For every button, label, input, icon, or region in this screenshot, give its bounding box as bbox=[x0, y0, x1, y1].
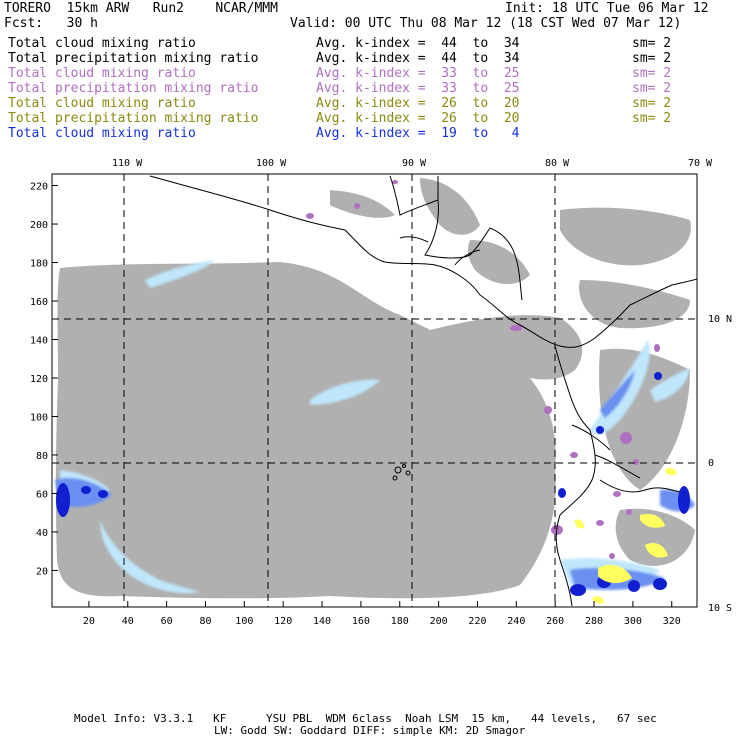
legend-field-7: Total cloud mixing ratio bbox=[8, 126, 196, 141]
y-tick-label: 160 bbox=[30, 297, 48, 308]
y-tick-label: 200 bbox=[30, 220, 48, 231]
x-tick-label: 160 bbox=[352, 616, 370, 627]
legend-field-1: Total cloud mixing ratio bbox=[8, 36, 196, 51]
y-tick-label: 100 bbox=[30, 412, 48, 423]
forecast-hour: Fcst: 30 h bbox=[4, 16, 98, 31]
y-axis-ticks: 20 40 60 80 100 120 140 160 180 200 220 bbox=[30, 182, 58, 577]
legend-field-3: Total cloud mixing ratio bbox=[8, 66, 196, 81]
legend-kindex-4: Avg. k-index = 33 to 25 bbox=[316, 81, 520, 96]
y-tick-label: 40 bbox=[36, 528, 48, 539]
x-tick-label: 120 bbox=[274, 616, 292, 627]
model-info-line2: LW: Godd SW: Goddard DIFF: simple KM: 2D… bbox=[214, 724, 526, 737]
x-tick-label: 320 bbox=[663, 616, 681, 627]
lat-label-10n: 10 N bbox=[708, 314, 732, 325]
legend-kindex-3: Avg. k-index = 33 to 25 bbox=[316, 66, 520, 81]
legend-sm-3: sm= 2 bbox=[632, 66, 672, 81]
lon-label-70w: 70 W bbox=[688, 158, 713, 169]
legend-field-2: Total precipitation mixing ratio bbox=[8, 51, 259, 66]
yellow-cloud-field bbox=[574, 467, 677, 604]
lon-label-100w: 100 W bbox=[256, 158, 287, 169]
legend-kindex-7: Avg. k-index = 19 to 4 bbox=[316, 126, 520, 141]
x-axis-ticks: 20 40 60 80 100 120 140 160 180 200 220 240 260 280 30… bbox=[83, 601, 681, 627]
y-tick-label: 60 bbox=[36, 489, 48, 500]
x-tick-label: 300 bbox=[624, 616, 642, 627]
model-info-line1: Model Info: V3.3.1 KF YSU PBL WDM 6class… bbox=[74, 712, 657, 725]
x-tick-label: 20 bbox=[83, 616, 95, 627]
legend-field-6: Total precipitation mixing ratio bbox=[8, 111, 259, 126]
lat-lon-grid bbox=[52, 174, 697, 607]
legend-sm-5: sm= 2 bbox=[632, 96, 672, 111]
x-tick-label: 100 bbox=[235, 616, 253, 627]
longitude-labels: 110 W 100 W 90 W 80 W 70 W bbox=[112, 158, 713, 169]
legend-field-5: Total cloud mixing ratio bbox=[8, 96, 196, 111]
lon-label-110w: 110 W bbox=[112, 158, 143, 169]
x-tick-label: 260 bbox=[546, 616, 564, 627]
legend-sm-1: sm= 2 bbox=[632, 36, 672, 51]
y-tick-label: 180 bbox=[30, 259, 48, 270]
x-tick-label: 140 bbox=[313, 616, 331, 627]
legend-sm-6: sm= 2 bbox=[632, 111, 672, 126]
init-time: Init: 18 UTC Tue 06 Mar 12 bbox=[505, 1, 709, 16]
purple-cloud-field bbox=[306, 180, 660, 559]
map-frame bbox=[51, 173, 698, 608]
deep-blue-cloud-field bbox=[56, 372, 690, 596]
x-tick-label: 80 bbox=[199, 616, 211, 627]
model-title: TORERO 15km ARW Run2 NCAR/MMM bbox=[4, 1, 278, 16]
y-tick-label: 80 bbox=[36, 451, 48, 462]
legend-field-4: Total precipitation mixing ratio bbox=[8, 81, 259, 96]
y-tick-label: 20 bbox=[36, 566, 48, 577]
latitude-labels: 10 N 0 10 S bbox=[708, 314, 732, 614]
legend-sm-2: sm= 2 bbox=[632, 51, 672, 66]
y-tick-label: 220 bbox=[30, 182, 48, 193]
y-tick-label: 120 bbox=[30, 374, 48, 385]
x-tick-label: 240 bbox=[507, 616, 525, 627]
y-tick-label: 140 bbox=[30, 336, 48, 347]
legend-kindex-1: Avg. k-index = 44 to 34 bbox=[316, 36, 520, 51]
x-tick-label: 40 bbox=[122, 616, 134, 627]
coastlines bbox=[149, 175, 697, 607]
x-tick-label: 180 bbox=[391, 616, 409, 627]
lon-label-80w: 80 W bbox=[545, 158, 570, 169]
legend-kindex-6: Avg. k-index = 26 to 20 bbox=[316, 111, 520, 126]
x-tick-label: 280 bbox=[585, 616, 603, 627]
lat-label-0: 0 bbox=[708, 458, 714, 469]
x-tick-label: 220 bbox=[468, 616, 486, 627]
lat-label-10s: 10 S bbox=[708, 603, 732, 614]
gray-cloud-field bbox=[55, 178, 695, 599]
legend-kindex-5: Avg. k-index = 26 to 20 bbox=[316, 96, 520, 111]
legend-kindex-2: Avg. k-index = 44 to 34 bbox=[316, 51, 520, 66]
legend-sm-4: sm= 2 bbox=[632, 81, 672, 96]
valid-time: Valid: 00 UTC Thu 08 Mar 12 (18 CST Wed … bbox=[290, 16, 682, 31]
lon-label-90w: 90 W bbox=[402, 158, 427, 169]
x-tick-label: 60 bbox=[161, 616, 173, 627]
x-tick-label: 200 bbox=[430, 616, 448, 627]
